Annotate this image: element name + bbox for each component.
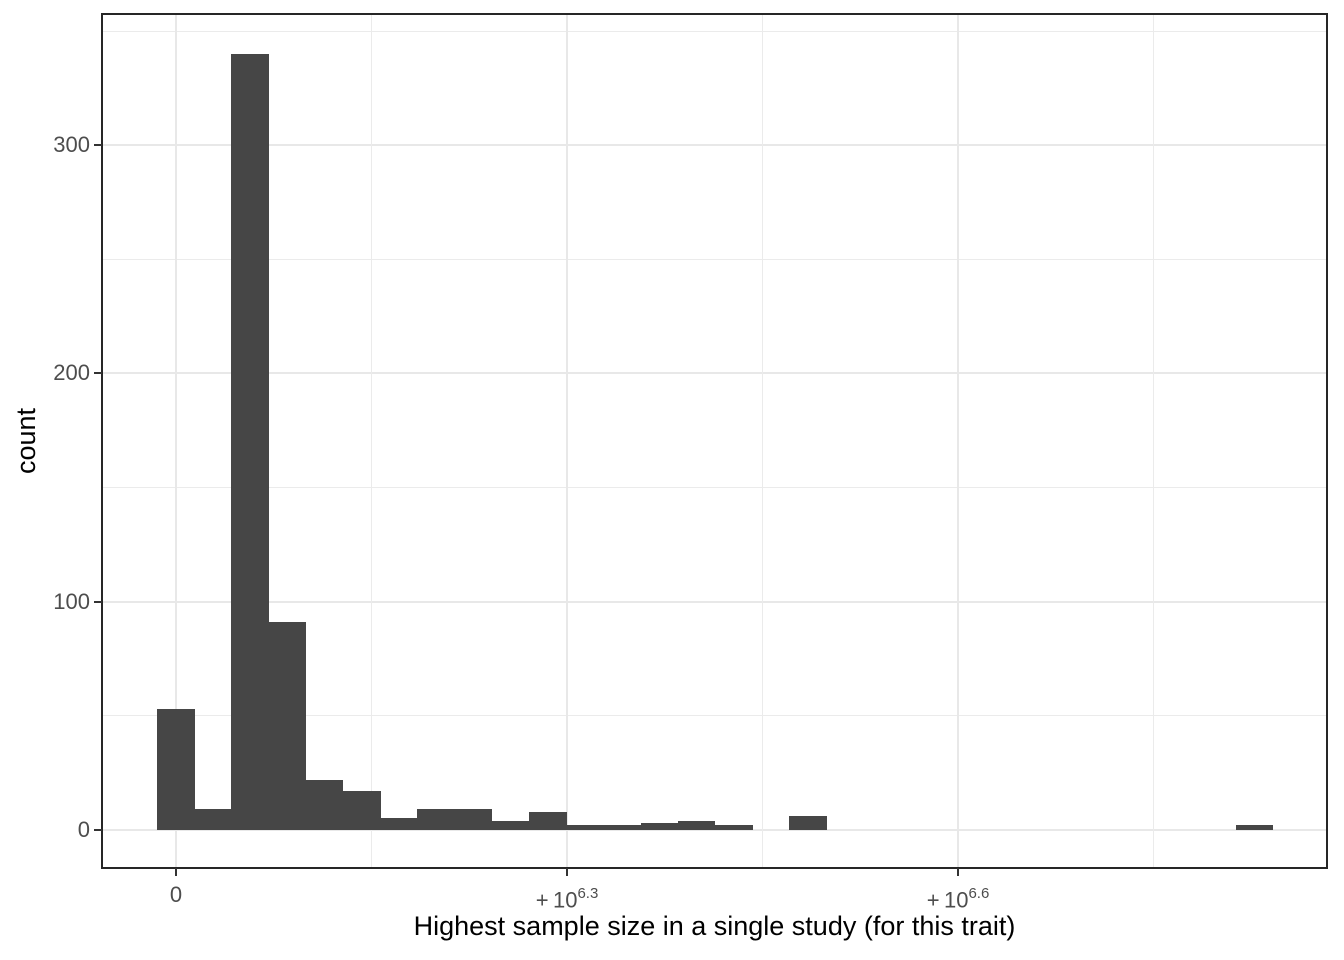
gridline-major-vertical (957, 14, 959, 868)
histogram-bar (491, 820, 530, 830)
histogram-bar (603, 825, 642, 830)
x-axis-tick-mark (175, 868, 177, 876)
y-axis-tick-mark (94, 144, 102, 147)
gridline-minor-horizontal (102, 715, 1327, 717)
x-axis-tick-mark (566, 868, 568, 876)
histogram-bar (305, 779, 344, 830)
plot-panel (102, 14, 1327, 868)
y-axis-title: count (11, 407, 41, 475)
histogram-bar (268, 622, 307, 830)
histogram-bar (789, 816, 828, 830)
y-axis-tick-label: 300 (53, 132, 90, 158)
histogram-bar (343, 791, 381, 830)
x-axis-tick-label: + 106.6 (927, 882, 990, 913)
gridline-minor-vertical (371, 14, 372, 868)
gridline-major-horizontal (102, 828, 1327, 831)
x-tick-label-exponent: 6.3 (577, 885, 599, 902)
histogram-bar (454, 809, 493, 830)
gridline-minor-horizontal (102, 30, 1327, 32)
y-axis-tick-label: 100 (53, 588, 90, 614)
x-axis-tick-mark (957, 868, 959, 876)
gridline-minor-vertical (762, 14, 763, 868)
histogram-bar (380, 818, 418, 830)
histogram-bar (640, 823, 679, 830)
histogram-bar (677, 820, 716, 830)
gridline-major-vertical (175, 14, 177, 868)
x-tick-label-base: + 10 (926, 887, 969, 913)
x-tick-label-base: + 10 (535, 887, 578, 913)
gridline-major-vertical (566, 14, 568, 868)
x-tick-label-base: 0 (169, 882, 183, 907)
y-axis-tick-label: 200 (53, 360, 90, 386)
gridline-major-horizontal (102, 372, 1327, 375)
y-axis-tick-mark (94, 828, 102, 831)
histogram-bar (194, 809, 232, 830)
gridline-major-horizontal (102, 600, 1327, 603)
y-axis-tick-mark (94, 372, 102, 375)
gridline-minor-horizontal (102, 487, 1327, 489)
histogram-bar (566, 825, 604, 830)
gridline-minor-vertical (1153, 14, 1154, 868)
x-axis-tick-label: 0 (170, 882, 182, 908)
y-axis-tick-mark (94, 600, 102, 603)
histogram-bar (231, 53, 270, 830)
gridline-major-horizontal (102, 144, 1327, 147)
x-tick-label-exponent: 6.6 (968, 885, 990, 902)
y-axis-tick-label: 0 (77, 816, 90, 842)
histogram-bar (529, 811, 567, 830)
x-axis-title: Highest sample size in a single study (f… (413, 911, 1016, 941)
histogram-bar (417, 809, 456, 830)
x-axis-tick-label: + 106.3 (536, 882, 599, 913)
histogram-bar (157, 708, 195, 830)
histogram-bar (715, 825, 753, 830)
histogram-bar (1235, 825, 1274, 830)
gridline-minor-horizontal (102, 258, 1327, 260)
